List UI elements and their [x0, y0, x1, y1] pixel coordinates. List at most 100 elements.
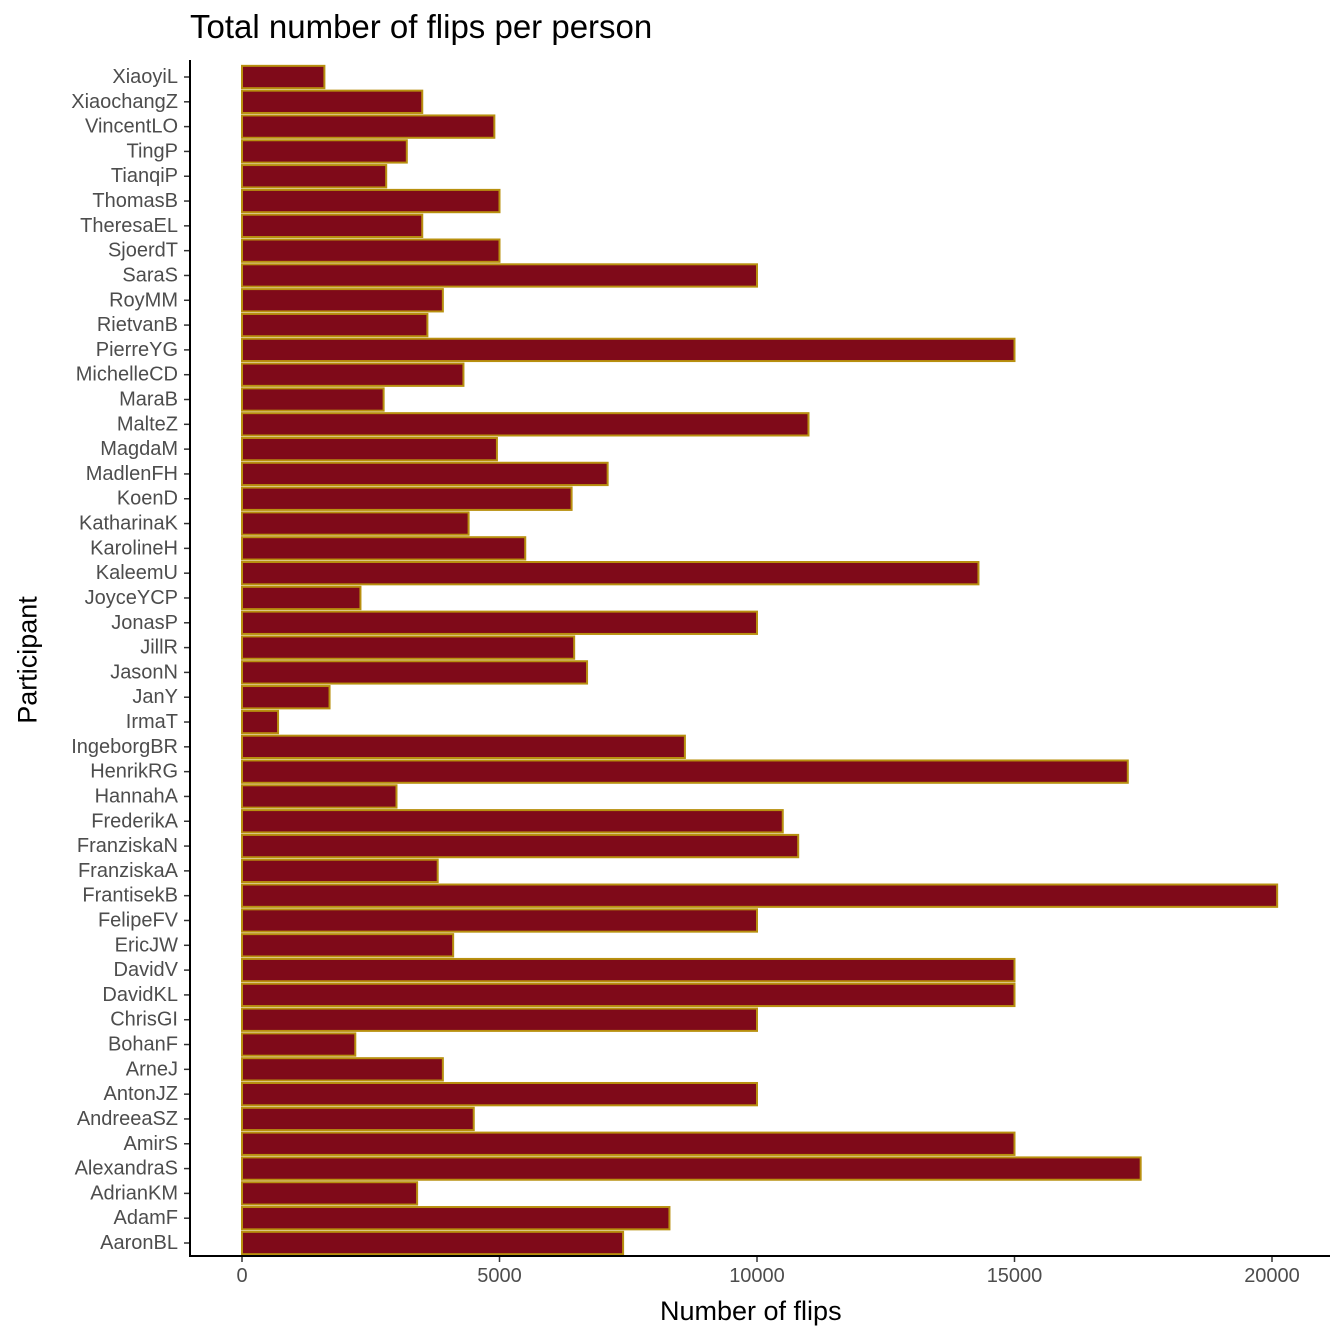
- bar-ChrisGI: [241, 1007, 758, 1032]
- y-tick-label: JillR: [140, 637, 178, 659]
- y-tick-label: ThomasB: [92, 190, 178, 212]
- bar-MagdaM: [241, 436, 498, 462]
- y-tick-label: MaraB: [119, 389, 178, 411]
- y-tick-label: EricJW: [115, 934, 178, 956]
- y-tick-label: FrederikA: [91, 810, 178, 832]
- bar-KoenD: [241, 486, 573, 511]
- y-tick-label: FranziskaA: [78, 860, 179, 882]
- x-tick-label: 15000: [987, 1265, 1043, 1287]
- y-tick-label: DavidV: [114, 959, 179, 981]
- y-tick-label: IrmaT: [126, 711, 178, 733]
- y-tick-label: DavidKL: [102, 984, 178, 1006]
- bar-AaronBL: [241, 1230, 625, 1256]
- bar-KatharinaK: [241, 511, 470, 536]
- bar-TingP: [241, 139, 408, 164]
- bar-FrederikA: [241, 809, 784, 834]
- y-tick-label: XiaoyiL: [112, 66, 178, 88]
- y-tick-label: AlexandraS: [75, 1158, 178, 1180]
- bar-AlexandraS: [241, 1156, 1142, 1181]
- bar-XiaochangZ: [241, 89, 424, 114]
- bar-IrmaT: [241, 709, 280, 735]
- bar-JasonN: [241, 660, 589, 685]
- bar-JoyceYCP: [241, 585, 362, 611]
- bar-KaleemU: [241, 561, 980, 586]
- y-tick-label: RietvanB: [97, 314, 178, 336]
- y-tick-label: MadlenFH: [86, 463, 178, 485]
- y-tick-label: KarolineH: [90, 537, 178, 559]
- y-tick-label: AndreeaSZ: [77, 1108, 178, 1130]
- bar-MalteZ: [241, 412, 810, 437]
- y-tick-label: KatharinaK: [79, 513, 179, 535]
- y-tick-label: MalteZ: [117, 413, 178, 435]
- x-tick-label: 5000: [477, 1265, 522, 1287]
- bar-AntonJZ: [241, 1081, 758, 1107]
- y-tick-label: JoyceYCP: [85, 587, 178, 609]
- y-tick-label: FrantisekB: [82, 885, 178, 907]
- y-tick-label: JonasP: [111, 612, 178, 634]
- y-tick-label: AdamF: [114, 1207, 178, 1229]
- y-tick-label: AntonJZ: [104, 1083, 178, 1105]
- bar-DavidKL: [241, 982, 1016, 1008]
- bar-FrantisekB: [241, 883, 1279, 908]
- y-tick-label: XiaochangZ: [71, 91, 178, 113]
- bar-HenrikRG: [241, 759, 1129, 784]
- y-tick-label: JanY: [132, 686, 178, 708]
- y-tick-label: JasonN: [110, 661, 178, 683]
- y-tick-label: IngeborgBR: [71, 736, 178, 758]
- y-tick-label: SaraS: [122, 264, 178, 286]
- bar-JonasP: [241, 610, 758, 635]
- x-axis-label: Number of flips: [660, 1296, 842, 1326]
- y-tick-label: FranziskaN: [77, 835, 178, 857]
- bar-HannahA: [241, 784, 398, 809]
- bar-AndreeaSZ: [241, 1106, 475, 1132]
- y-tick-label: AmirS: [124, 1133, 178, 1155]
- bar-AmirS: [241, 1131, 1016, 1156]
- x-tick-label: 0: [236, 1265, 247, 1287]
- y-tick-label: HenrikRG: [90, 761, 178, 783]
- y-tick-label: PierreYG: [96, 339, 178, 361]
- bar-JanY: [241, 685, 331, 710]
- y-axis-label: Participant: [12, 596, 43, 724]
- y-tick-label: HannahA: [95, 785, 179, 807]
- bar-SaraS: [241, 263, 758, 288]
- chart-title: Total number of flips per person: [190, 8, 653, 45]
- bar-RietvanB: [241, 312, 429, 338]
- bar-MadlenFH: [241, 461, 609, 487]
- bar-TheresaEL: [241, 213, 424, 239]
- bar-MaraB: [241, 387, 385, 412]
- bar-MichelleCD: [241, 362, 465, 387]
- bar-VincentLO: [241, 114, 496, 139]
- bar-AdrianKM: [241, 1181, 419, 1206]
- bar-ThomasB: [241, 188, 501, 214]
- x-tick-label: 10000: [729, 1265, 785, 1287]
- y-tick-label: KoenD: [117, 488, 178, 510]
- y-tick-label: TingP: [126, 140, 178, 162]
- bar-RoyMM: [241, 288, 444, 313]
- bar-TianqiP: [241, 164, 388, 189]
- y-tick-label: MichelleCD: [76, 364, 178, 386]
- bar-KarolineH: [241, 536, 527, 561]
- bar-FelipeFV: [241, 908, 758, 933]
- bar-ArneJ: [241, 1057, 444, 1082]
- bar-DavidV: [241, 957, 1016, 983]
- bar-FranziskaA: [241, 858, 439, 884]
- y-tick-label: KaleemU: [96, 562, 178, 584]
- y-tick-label: AdrianKM: [90, 1182, 178, 1204]
- bar-XiaoyiL: [241, 64, 326, 90]
- x-tick-label: 20000: [1244, 1265, 1300, 1287]
- x-axis-ticks: 0 5000 10000 15000 20000: [236, 1256, 1300, 1287]
- y-tick-label: ChrisGI: [110, 1009, 178, 1031]
- bar-PierreYG: [241, 337, 1016, 363]
- bar-IngeborgBR: [241, 734, 686, 759]
- y-tick-label: TianqiP: [111, 165, 178, 187]
- y-tick-label: SjoerdT: [108, 240, 178, 262]
- bar-FranziskaN: [241, 833, 800, 859]
- y-tick-label: AaronBL: [100, 1232, 178, 1254]
- bar-AdamF: [241, 1206, 671, 1231]
- y-tick-label: VincentLO: [85, 116, 178, 138]
- y-tick-label: TheresaEL: [80, 215, 178, 237]
- bars-group: [241, 64, 1279, 1256]
- bar-SjoerdT: [241, 238, 501, 263]
